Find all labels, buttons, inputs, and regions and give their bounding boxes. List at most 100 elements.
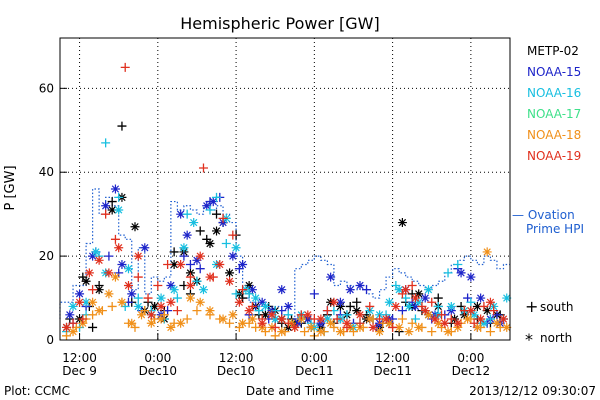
point-north-noaa-15: [140, 243, 150, 253]
point-north-noaa-19: [440, 318, 450, 328]
point-north-noaa-19: [453, 318, 463, 328]
grid: [60, 38, 510, 340]
point-south-noaa-19: [163, 260, 173, 269]
point-south-noaa-18: [300, 327, 310, 337]
point-south-noaa-19: [143, 293, 153, 303]
point-north-noaa-16: [322, 314, 332, 324]
point-north-noaa-18: [414, 322, 424, 332]
point-north-noaa-18: [176, 318, 186, 328]
point-north-noaa-18: [195, 297, 205, 307]
point-north-noaa-19: [104, 268, 114, 278]
point-north-noaa-18: [394, 322, 404, 332]
point-south-noaa-16: [192, 276, 202, 286]
point-north-noaa-19: [381, 314, 391, 324]
x-tick-label-time: 12:00: [62, 351, 97, 365]
point-south-noaa-16: [453, 260, 463, 269]
point-south-noaa-16: [231, 289, 241, 299]
x-tick-label-date: Dec12: [452, 364, 491, 378]
point-north-noaa-15: [166, 280, 176, 290]
point-north-noaa-19: [166, 297, 176, 307]
ovation-label-line2: Prime HPI: [526, 222, 584, 236]
point-north-noaa-16: [469, 310, 479, 320]
point-north-metp-02: [225, 268, 235, 278]
point-north-noaa-19: [225, 276, 235, 286]
point-south-noaa-18: [225, 318, 235, 328]
point-north-noaa-16: [479, 318, 489, 328]
point-north-noaa-18: [404, 327, 414, 337]
point-south-noaa-19: [153, 280, 163, 290]
point-north-metp-02: [482, 306, 492, 316]
point-north-metp-02: [130, 222, 140, 232]
legend-entry-noaa-17: NOAA-17: [527, 107, 581, 121]
point-north-noaa-18: [463, 314, 473, 324]
point-north-noaa-19: [123, 280, 133, 290]
point-north-noaa-19: [146, 310, 156, 320]
point-north-noaa-16: [123, 264, 133, 274]
north-symbol: *: [525, 330, 533, 349]
point-north-noaa-16: [384, 297, 394, 307]
south-symbol: +: [525, 297, 538, 316]
point-north-noaa-15: [410, 301, 420, 311]
point-north-noaa-15: [355, 280, 365, 290]
point-south-noaa-19: [332, 314, 342, 324]
point-north-noaa-19: [84, 268, 94, 278]
point-south-noaa-19: [238, 285, 248, 295]
point-north-metp-02: [260, 310, 270, 320]
point-north-noaa-18: [277, 327, 287, 337]
point-north-metp-02: [107, 205, 117, 215]
x-tick-label-date: Dec10: [139, 364, 178, 378]
point-north-noaa-16: [198, 285, 208, 295]
point-south-noaa-16: [254, 306, 264, 316]
legend-entry-noaa-15: NOAA-15: [527, 65, 581, 79]
point-north-noaa-19: [133, 251, 143, 261]
symbol-legend: + south * north: [525, 297, 574, 349]
point-north-noaa-16: [179, 243, 189, 253]
point-north-metp-02: [212, 226, 222, 236]
point-north-noaa-18: [443, 327, 453, 337]
point-north-noaa-15: [283, 301, 293, 311]
point-south-noaa-16: [342, 310, 352, 320]
point-north-noaa-18: [117, 297, 127, 307]
south-label: south: [540, 300, 574, 314]
point-north-noaa-18: [127, 318, 137, 328]
point-south-metp-02: [352, 297, 362, 307]
point-north-noaa-15: [202, 201, 212, 211]
point-south-noaa-19: [489, 306, 499, 316]
point-north-metp-02: [94, 285, 104, 295]
point-north-noaa-16: [81, 297, 91, 307]
point-south-noaa-19: [446, 314, 456, 324]
x-tick-label-time: 0:00: [301, 351, 328, 365]
point-south-metp-02: [117, 121, 127, 131]
point-north-noaa-19: [342, 318, 352, 328]
point-north-metp-02: [414, 289, 424, 299]
x-tick-label-time: 12:00: [375, 351, 410, 365]
point-north-noaa-18: [166, 322, 176, 332]
point-north-noaa-19: [244, 306, 254, 316]
point-north-noaa-15: [176, 209, 186, 219]
point-south-noaa-19: [218, 213, 228, 223]
point-south-noaa-18: [182, 314, 192, 324]
point-north-noaa-18: [433, 318, 443, 328]
x-tick-label-time: 12:00: [219, 351, 254, 365]
plot-frame: [59, 37, 511, 341]
point-south-noaa-16: [433, 301, 443, 311]
point-south-noaa-16: [466, 297, 476, 307]
point-south-noaa-18: [397, 314, 407, 324]
point-south-noaa-16: [221, 239, 231, 249]
point-north-noaa-16: [114, 205, 124, 215]
point-south-noaa-18: [107, 301, 117, 311]
data-points: [62, 62, 512, 341]
point-south-noaa-18: [427, 327, 437, 337]
point-north-noaa-16: [446, 301, 456, 311]
point-north-noaa-16: [270, 314, 280, 324]
point-north-noaa-19: [94, 255, 104, 265]
point-north-noaa-15: [182, 230, 192, 240]
point-north-noaa-19: [176, 260, 186, 269]
point-south-noaa-16: [212, 192, 222, 202]
point-north-noaa-19: [430, 314, 440, 324]
point-north-noaa-19: [420, 306, 430, 316]
point-north-noaa-18: [205, 306, 215, 316]
point-south-noaa-18: [192, 306, 202, 316]
point-north-noaa-19: [498, 314, 508, 324]
